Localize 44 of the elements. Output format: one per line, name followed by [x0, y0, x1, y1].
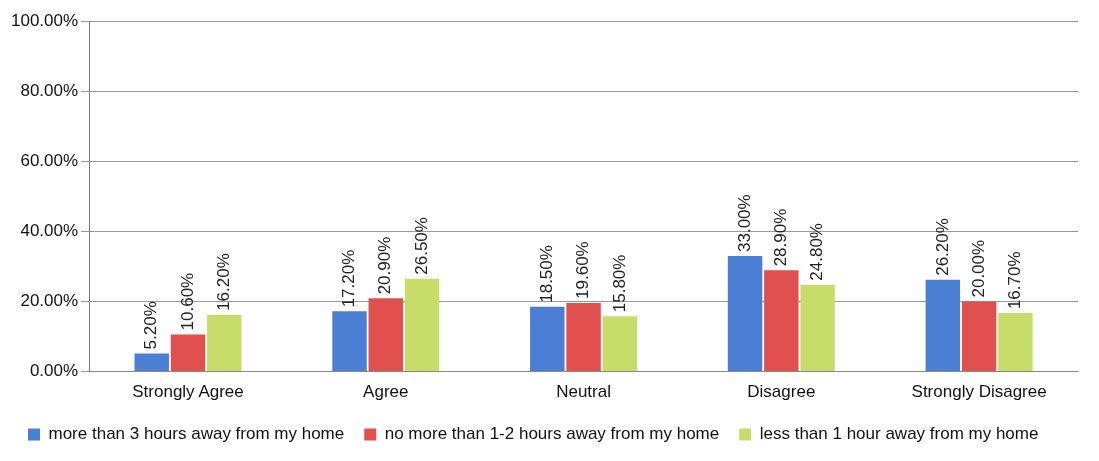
data-label: 26.50%: [411, 217, 431, 275]
bar: [368, 298, 403, 372]
data-label: 16.20%: [213, 253, 233, 311]
data-label: 19.60%: [573, 241, 593, 299]
data-label: 20.90%: [375, 236, 395, 295]
bar: [727, 255, 763, 372]
data-label: 18.50%: [536, 245, 556, 303]
bar: [998, 313, 1033, 372]
x-tick-label: Strongly Agree: [132, 382, 244, 402]
data-label: 5.20%: [141, 301, 161, 350]
y-tick-label: 60.00%: [20, 151, 79, 171]
bar: [925, 279, 961, 372]
y-tick-label: 20.00%: [20, 291, 79, 311]
y-tick-label: 40.00%: [20, 221, 79, 241]
bar: [404, 278, 440, 372]
bar: [961, 301, 997, 372]
bar: [530, 306, 565, 372]
data-label: 20.00%: [968, 239, 988, 298]
legend-label: less than 1 hour away from my home: [759, 424, 1039, 444]
bar: [170, 334, 206, 372]
data-label: 15.80%: [609, 254, 629, 313]
data-label: 26.20%: [932, 218, 952, 276]
x-tick-label: Neutral: [556, 382, 611, 402]
data-label: 33.00%: [734, 194, 754, 252]
data-label: 17.20%: [339, 249, 359, 308]
y-tick-label: 0.00%: [29, 361, 79, 381]
data-label: 28.90%: [771, 208, 791, 267]
bar: [332, 311, 367, 372]
data-label: 16.70%: [1005, 251, 1025, 310]
data-label: 24.80%: [807, 223, 827, 281]
x-tick-label: Agree: [363, 382, 409, 402]
bar: [134, 353, 169, 372]
bar: [800, 284, 835, 372]
legend-label: more than 3 hours away from my home: [48, 424, 345, 444]
bar: [207, 314, 242, 372]
y-tick-label: 80.00%: [20, 80, 79, 100]
bar: [566, 302, 601, 372]
y-tick-label: 100.00%: [10, 10, 79, 30]
bar: [602, 316, 638, 372]
x-tick-label: Disagree: [747, 382, 816, 402]
x-tick-label: Strongly Disagree: [911, 382, 1047, 402]
bar: [764, 270, 799, 372]
legend-label: no more than 1-2 hours away from my home: [384, 424, 720, 444]
data-label: 10.60%: [177, 272, 197, 331]
